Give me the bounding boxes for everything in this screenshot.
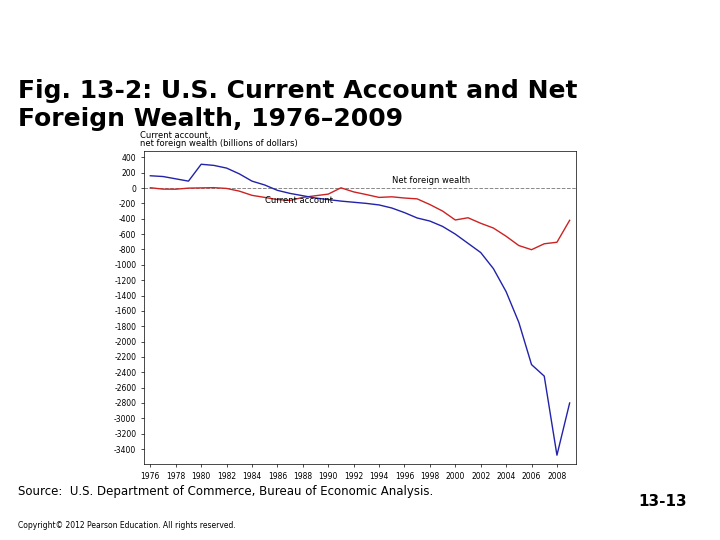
Text: Copyright© 2012 Pearson Education. All rights reserved.: Copyright© 2012 Pearson Education. All r… <box>18 521 236 530</box>
Text: Fig. 13-2: U.S. Current Account and Net
Foreign Wealth, 1976–2009: Fig. 13-2: U.S. Current Account and Net … <box>18 79 577 131</box>
Text: 13-13: 13-13 <box>638 495 687 509</box>
Text: Current account,: Current account, <box>140 131 210 140</box>
Text: Current account: Current account <box>265 195 333 205</box>
Text: net foreign wealth (billions of dollars): net foreign wealth (billions of dollars) <box>140 139 297 148</box>
Text: Source:  U.S. Department of Commerce, Bureau of Economic Analysis.: Source: U.S. Department of Commerce, Bur… <box>18 485 433 498</box>
Text: Net foreign wealth: Net foreign wealth <box>392 177 470 185</box>
